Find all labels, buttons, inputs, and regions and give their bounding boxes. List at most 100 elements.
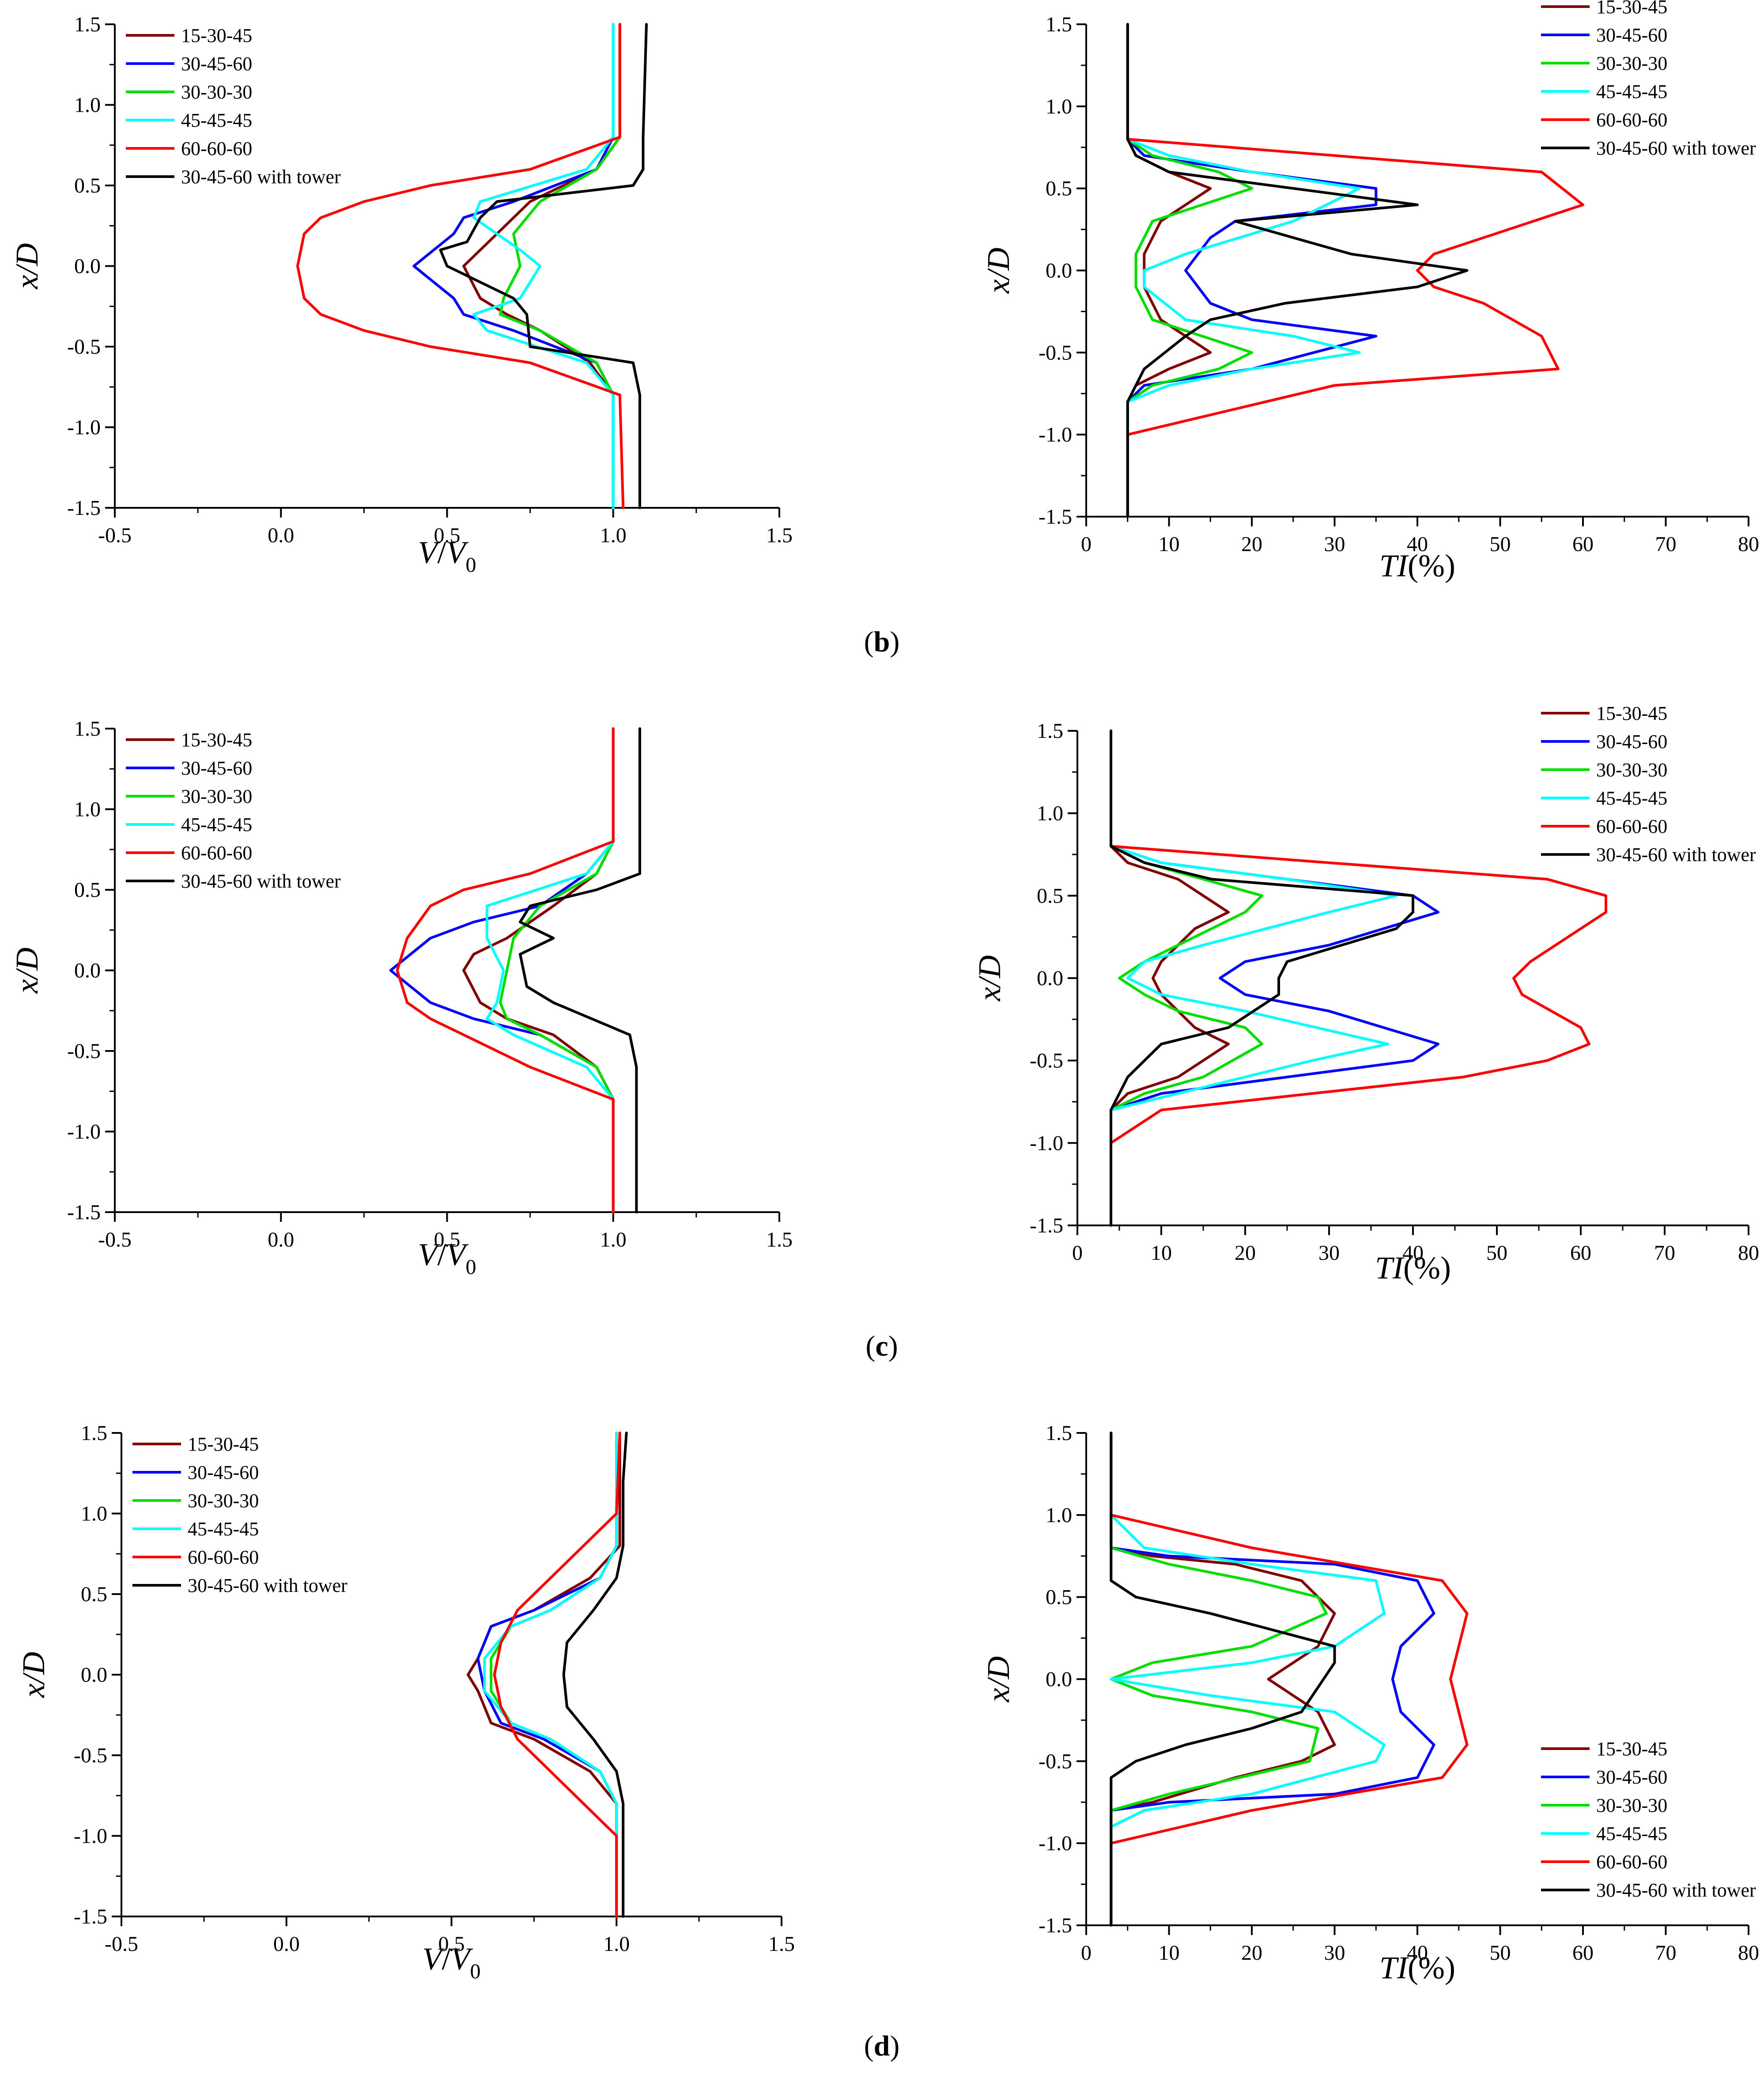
- chart-d-ti-legend: 15-30-45 30-45-60 30-30-30 45-45-45 60-60-60…: [1541, 1738, 1756, 1901]
- chart-b-velocity-xlabel-sub: 0: [465, 553, 476, 577]
- chart-d-velocity-series-60-60-60: [493, 1432, 621, 1918]
- chart-c-ti-series-60-60-60: [1110, 729, 1607, 1227]
- chart-d-ti-xtick-label: 40: [1407, 1941, 1428, 1965]
- chart-c-velocity-legend-label-30-30-30: 30-30-30: [181, 786, 252, 807]
- chart-c-velocity-series-60-60-60: [396, 727, 615, 1213]
- chart-d-velocity: -1.5 -1.0 -0.5 0.0 0.5 1.0 1.5 -0.5 0.0 0.5 1.0 1.5…: [16, 1421, 795, 1983]
- chart-c-ti-legend-label-30-45-60-with-tower: 30-45-60 with tower: [1596, 844, 1756, 866]
- chart-c-ti-series-45-45-45: [1110, 729, 1398, 1227]
- chart-d-velocity-legend-label-15-30-45: 15-30-45: [188, 1433, 259, 1455]
- chart-b-ti-xtick-label: 60: [1572, 533, 1594, 556]
- chart-d-velocity-xtick-label: 0.5: [438, 1932, 465, 1956]
- panel-label-open: (: [864, 626, 874, 658]
- chart-c-ti-xtick-label: 70: [1654, 1241, 1675, 1265]
- chart-d-velocity-ylabel: x/D: [16, 1652, 51, 1698]
- chart-d-velocity-legend-label-30-45-60: 30-45-60: [188, 1462, 259, 1483]
- chart-b-ti-xtick-label: 70: [1655, 533, 1677, 556]
- chart-b-ti-ytick-label: 1.0: [1046, 95, 1072, 118]
- chart-c-ti-legend-label-45-45-45: 45-45-45: [1596, 787, 1667, 809]
- chart-b-velocity-xtick-label: 0.5: [434, 524, 461, 547]
- chart-b-ti-xtick-label: 30: [1324, 533, 1345, 556]
- chart-d-velocity-ytick-label: 1.0: [81, 1502, 107, 1526]
- chart-b-ti-ytick-label: -1.5: [1039, 505, 1072, 529]
- chart-b-ti-xtick-label: 20: [1241, 533, 1262, 556]
- panel-label-letter: d: [874, 2030, 890, 2062]
- chart-d-velocity-ytick-label: -0.5: [74, 1744, 107, 1767]
- chart-c-velocity-xtick-label: 1.5: [766, 1228, 793, 1251]
- chart-c-velocity-series-30-30-30: [499, 727, 615, 1213]
- chart-c-ti-series-30-30-30: [1110, 729, 1263, 1227]
- chart-c-velocity-xtick-label: 1.0: [600, 1228, 627, 1251]
- chart-b-velocity-ytick-label: -1.5: [67, 496, 101, 520]
- chart-b-velocity-legend-label-30-45-60-with-tower: 30-45-60 with tower: [181, 166, 341, 188]
- panel-label-letter: c: [875, 1330, 888, 1362]
- chart-c-velocity-series-30-45-60-with-tower: [519, 727, 641, 1213]
- chart-b-velocity-xlabel-v: V: [418, 535, 441, 570]
- chart-b-velocity-series-15-30-45: [462, 23, 621, 509]
- chart-d-velocity-series-30-30-30: [490, 1432, 618, 1918]
- chart-d-ti-xtick-label: 80: [1738, 1941, 1759, 1965]
- chart-c-velocity-xlabel: V/V0: [418, 1237, 476, 1279]
- chart-b-ti-legend-label-30-45-60: 30-45-60: [1596, 24, 1667, 46]
- chart-d-velocity-xlabel-v: V: [423, 1941, 445, 1977]
- chart-c-ti-legend-label-15-30-45: 15-30-45: [1596, 703, 1667, 724]
- chart-c-ti-xtick-label: 0: [1072, 1241, 1083, 1265]
- chart-b-velocity-xtick-label: 1.5: [766, 524, 793, 547]
- chart-d-ti-xtick-label: 0: [1081, 1941, 1092, 1965]
- chart-c-velocity-xtick-label: 0.5: [434, 1228, 461, 1251]
- chart-b-ti-legend-label-60-60-60: 60-60-60: [1596, 109, 1667, 131]
- panel-label-c: (c): [865, 1330, 898, 1362]
- chart-c-velocity-xlabel-sub: 0: [465, 1255, 476, 1279]
- chart-b-velocity-legend-label-60-60-60: 60-60-60: [181, 138, 252, 159]
- chart-c-velocity-xlabel-v0: V: [446, 1237, 469, 1272]
- chart-d-velocity-xlabel-slash: /: [442, 1941, 450, 1977]
- chart-c-velocity-legend-label-45-45-45: 45-45-45: [181, 814, 252, 835]
- chart-d-velocity-xlabel: V/V0: [423, 1941, 481, 1983]
- chart-d-ti-xlabel-unit: (%): [1408, 1950, 1455, 1985]
- chart-d-velocity-legend-label-45-45-45: 45-45-45: [188, 1518, 259, 1540]
- chart-d-ti-xtick-label: 20: [1241, 1941, 1262, 1965]
- chart-b-ti-xtick-label: 80: [1738, 533, 1759, 556]
- chart-b-velocity-ytick-label: 1.5: [74, 13, 101, 36]
- chart-c-ti-ytick-label: 0.5: [1037, 884, 1063, 907]
- chart-b-velocity-legend: 15-30-45 30-45-60 30-30-30 45-45-45 60-60-60…: [126, 25, 341, 188]
- chart-b-ti: -1.5 -1.0 -0.5 0.0 0.5 1.0 1.5 0 10 20 30 40 50 60 70 8…: [981, 0, 1759, 583]
- chart-c-velocity-xlabel-v: V: [418, 1237, 441, 1272]
- chart-c-velocity-ytick-label: 0.0: [74, 959, 101, 983]
- chart-b-ti-legend-label-15-30-45: 15-30-45: [1596, 0, 1667, 18]
- chart-b-velocity-series-30-30-30: [499, 23, 621, 509]
- chart-c-ti-xtick-label: 30: [1318, 1241, 1340, 1265]
- chart-d-velocity-ytick-label: 1.5: [81, 1421, 107, 1445]
- chart-d-ti-series-15-30-45: [1110, 1432, 1336, 1927]
- chart-d-ti-xtick-label: 30: [1324, 1941, 1345, 1965]
- chart-b-ti-xtick-label: 10: [1159, 533, 1180, 556]
- chart-d-ti-ytick-label: 0.5: [1046, 1586, 1072, 1609]
- chart-b-velocity-ytick-label: -0.5: [67, 335, 101, 359]
- chart-b-ti-xlabel: TI(%): [1379, 548, 1455, 583]
- chart-c-ti-xtick-label: 20: [1235, 1241, 1256, 1265]
- chart-d-ti-xlabel-ti: TI: [1379, 1950, 1409, 1985]
- chart-c-ti-legend-label-60-60-60: 60-60-60: [1596, 816, 1667, 837]
- chart-b-ti-legend-label-30-30-30: 30-30-30: [1596, 53, 1667, 74]
- chart-d-velocity-xlabel-sub: 0: [470, 1960, 480, 1983]
- chart-d-ti-legend-label-15-30-45: 15-30-45: [1596, 1738, 1667, 1760]
- chart-b-velocity-xtick-label: -0.5: [98, 524, 132, 547]
- chart-d-ti-legend-label-30-45-60: 30-45-60: [1596, 1766, 1667, 1788]
- chart-b-ti-xtick-label: 50: [1490, 533, 1511, 556]
- chart-c-ti-series-30-45-60-with-tower: [1110, 729, 1414, 1227]
- chart-b-ti-series-15-30-45: [1126, 23, 1212, 518]
- chart-b-velocity-series-60-60-60: [296, 23, 625, 509]
- chart-c-velocity-series-15-30-45: [462, 727, 615, 1213]
- chart-d-ti-ylabel: x/D: [981, 1656, 1016, 1703]
- chart-b-velocity-legend-label-45-45-45: 45-45-45: [181, 110, 252, 131]
- chart-b-velocity-legend-label-15-30-45: 15-30-45: [181, 25, 252, 46]
- chart-d-ti-xtick-label: 60: [1572, 1941, 1594, 1965]
- chart-b-ti-xtick-label: 40: [1407, 533, 1428, 556]
- chart-b-velocity-series-30-45-60-with-tower: [439, 23, 648, 509]
- chart-c-velocity-ylabel: x/D: [9, 948, 45, 994]
- panel-label-b: (b): [864, 626, 900, 658]
- chart-c-ti-ytick-label: -1.5: [1030, 1214, 1063, 1237]
- chart-d-ti-xlabel: TI(%): [1379, 1950, 1455, 1985]
- chart-b-ti-series-30-45-60: [1126, 23, 1378, 518]
- chart-c-ti-xlabel-unit: (%): [1403, 1250, 1451, 1285]
